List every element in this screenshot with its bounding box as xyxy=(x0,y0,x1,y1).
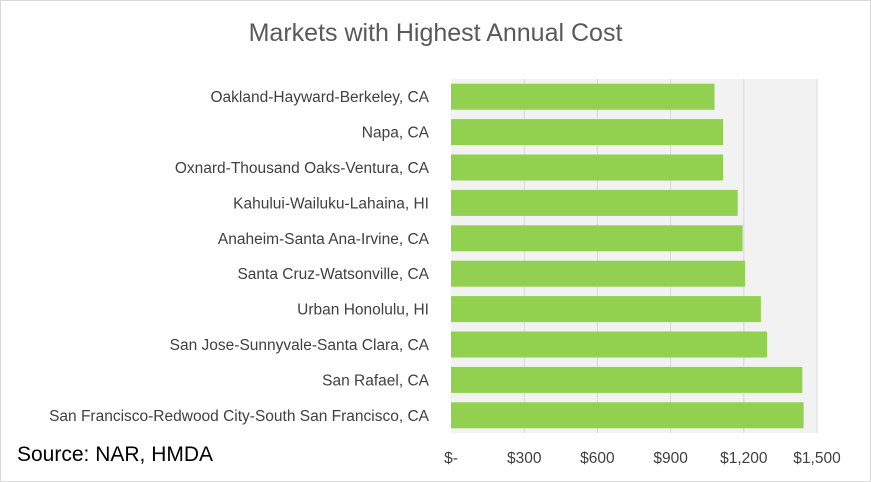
x-tick-label: $900 xyxy=(653,450,688,467)
category-label: San Francisco-Redwood City-South San Fra… xyxy=(49,408,430,425)
bar xyxy=(451,260,746,287)
x-tick-label: $- xyxy=(444,450,458,467)
category-label: Napa, CA xyxy=(362,125,430,142)
chart-title: Markets with Highest Annual Cost xyxy=(248,19,623,47)
bar xyxy=(451,154,724,181)
x-tick-label: $600 xyxy=(580,450,615,467)
category-label: Kahului-Wailuku-Lahaina, HI xyxy=(233,195,429,212)
x-tick-label: $300 xyxy=(507,450,542,467)
bar xyxy=(451,296,761,323)
bar xyxy=(451,119,724,146)
x-tick-label: $1,500 xyxy=(793,450,841,467)
bar xyxy=(451,402,804,429)
x-tick-label: $1,200 xyxy=(720,450,768,467)
bar xyxy=(451,83,715,110)
bar xyxy=(451,366,803,393)
bar xyxy=(451,225,743,252)
bar xyxy=(451,331,767,358)
category-label: Urban Honolulu, HI xyxy=(297,302,429,319)
category-label: San Jose-Sunnyvale-Santa Clara, CA xyxy=(170,337,430,354)
source-note: Source: NAR, HMDA xyxy=(17,443,214,466)
category-label: Santa Cruz-Watsonville, CA xyxy=(237,266,429,283)
category-label: Oxnard-Thousand Oaks-Ventura, CA xyxy=(175,160,430,177)
category-label: San Rafael, CA xyxy=(322,372,429,389)
category-label: Oakland-Hayward-Berkeley, CA xyxy=(210,89,429,106)
category-label: Anaheim-Santa Ana-Irvine, CA xyxy=(218,231,430,248)
bar xyxy=(451,189,738,216)
